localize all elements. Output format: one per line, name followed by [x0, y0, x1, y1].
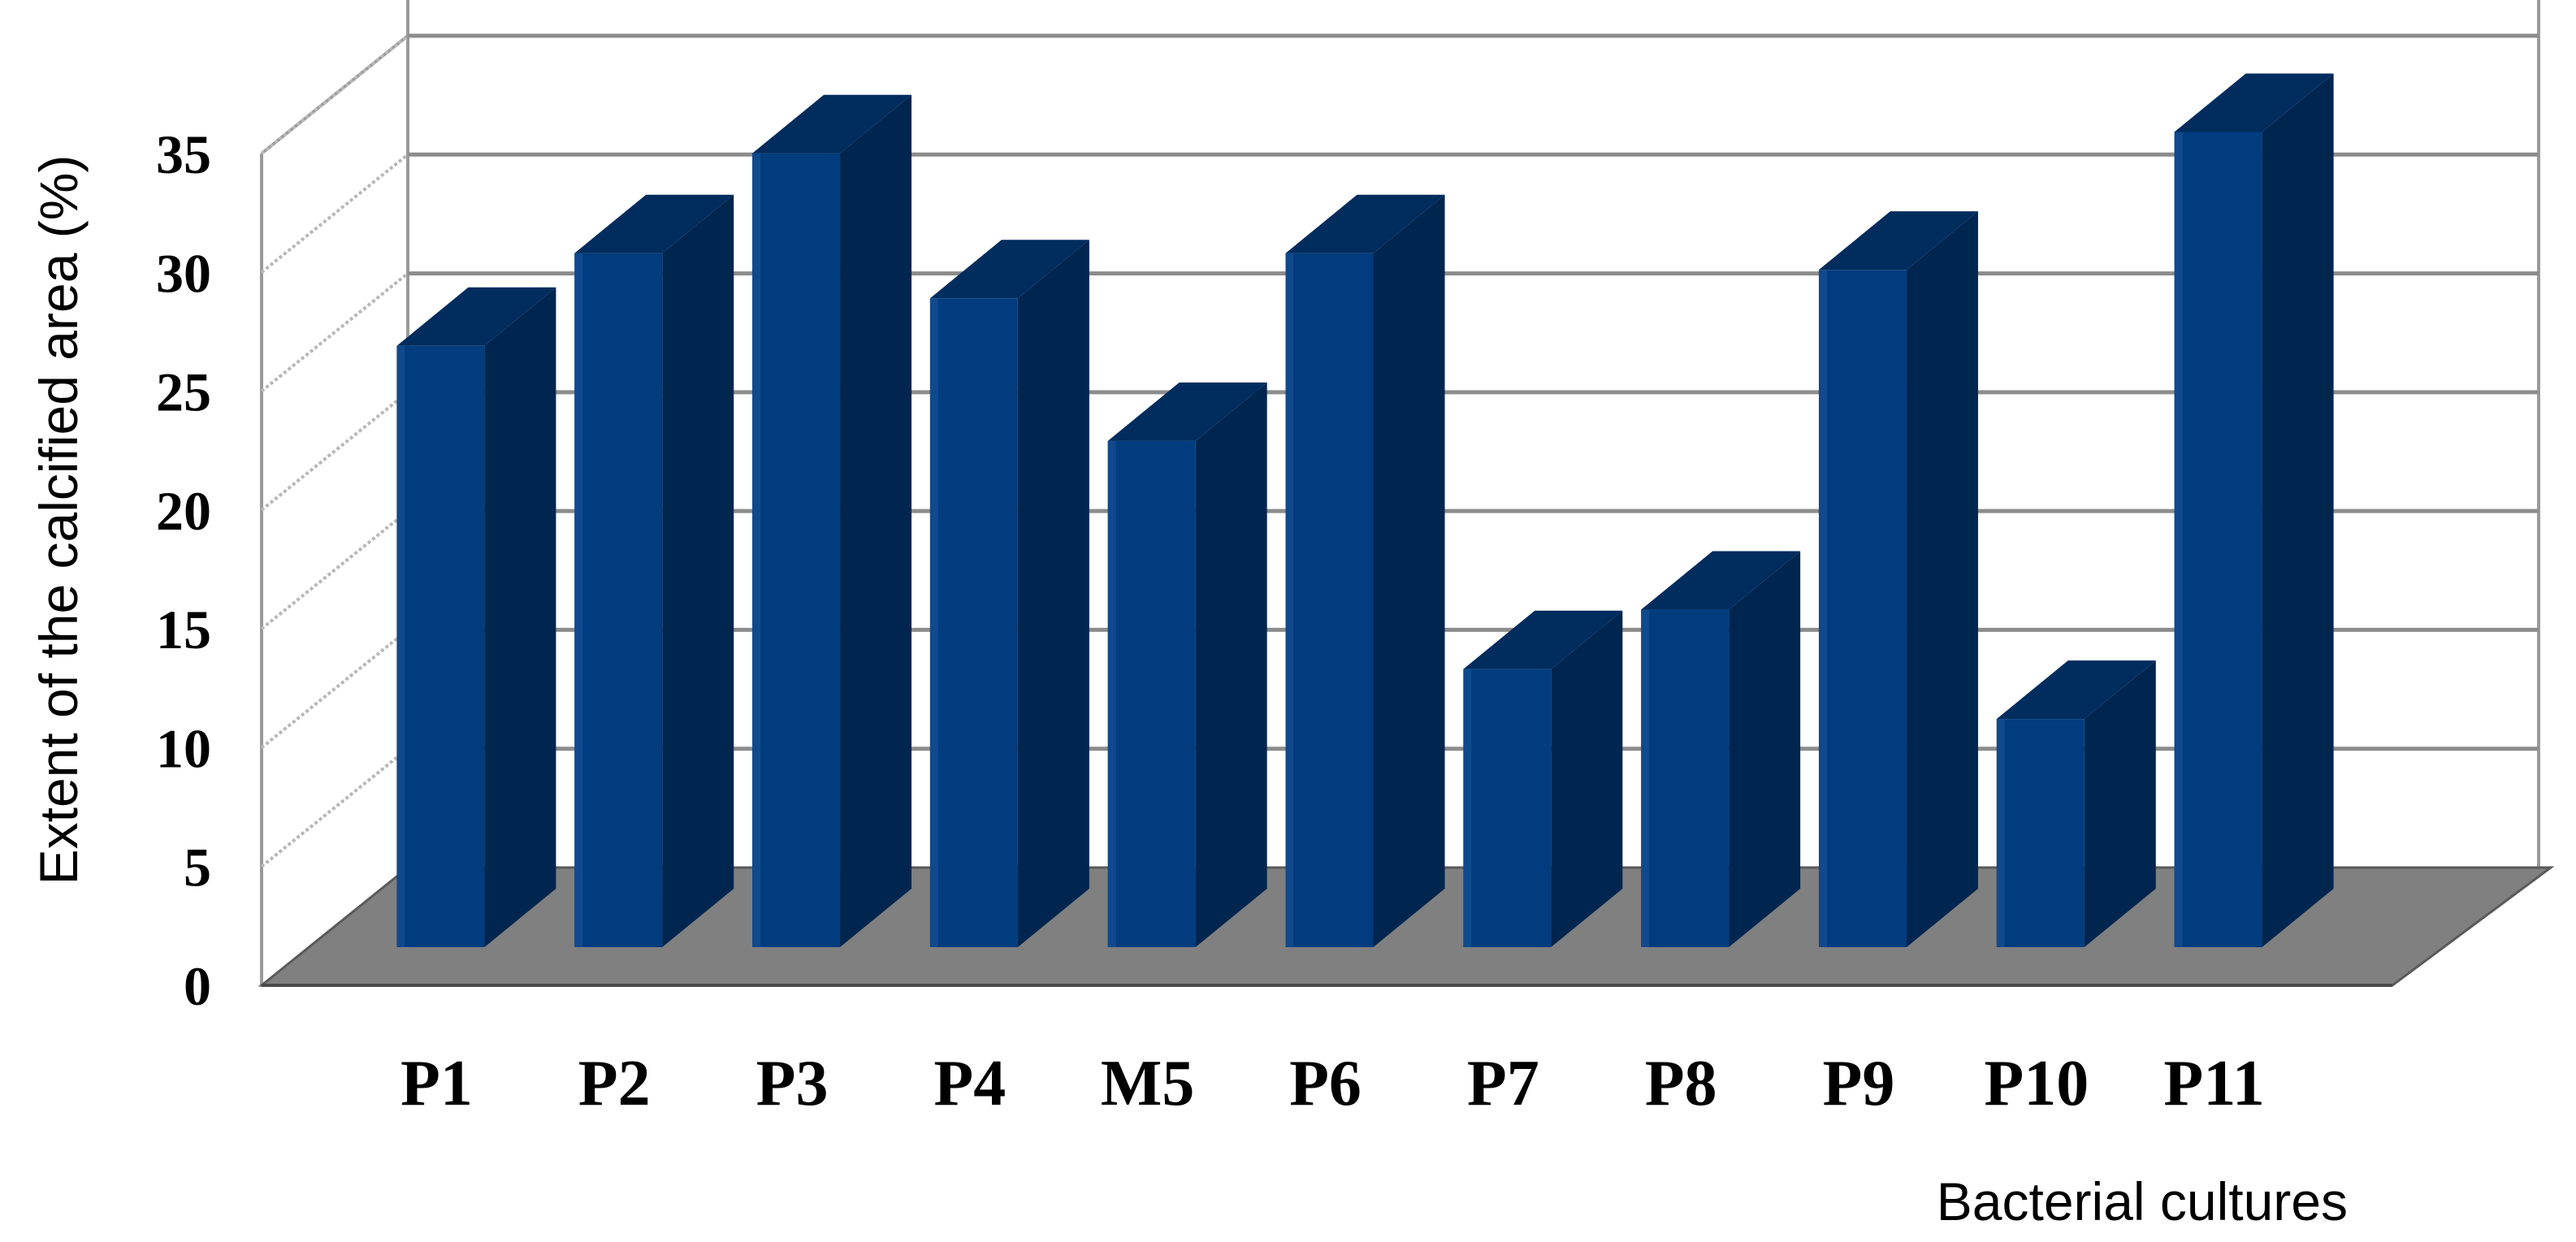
- x-axis-title: Bacterial cultures: [1937, 1171, 2348, 1231]
- bar-highlight: [1107, 440, 1116, 947]
- bar-P6: [1285, 194, 1445, 948]
- x-axis-ticks: P1 P2 P3 P4 M5 P6 P7 P8 P9 P10 P11: [400, 1048, 2265, 1119]
- bar-front: [1285, 253, 1374, 948]
- bar-P7: [1463, 610, 1623, 947]
- gridline-side: [260, 272, 409, 393]
- x-tick-label: P1: [400, 1048, 473, 1119]
- bars: [396, 73, 2334, 948]
- bar-highlight: [396, 345, 405, 947]
- bar-side: [1373, 194, 1445, 948]
- x-tick-label: P6: [1289, 1048, 1362, 1119]
- bar-side: [1906, 211, 1978, 948]
- bar-highlight: [1996, 719, 2005, 947]
- bar-side: [1551, 610, 1623, 947]
- bar-front: [574, 253, 663, 948]
- x-tick-label: P8: [1645, 1048, 1717, 1119]
- bar-P9: [1818, 211, 1978, 948]
- bar-highlight: [2174, 132, 2183, 948]
- y-tick-label: 10: [156, 717, 211, 779]
- bar-highlight: [1463, 669, 1472, 947]
- x-tick-label: P11: [2163, 1048, 2264, 1119]
- gridline-side: [260, 34, 409, 155]
- bar-front: [1641, 609, 1730, 947]
- y-tick-label: 0: [184, 955, 211, 1017]
- bar-side: [1017, 240, 1089, 947]
- x-tick-label: P2: [578, 1048, 651, 1119]
- bar-side: [2262, 73, 2334, 948]
- gridline-side: [260, 153, 409, 274]
- bar-front: [396, 345, 485, 947]
- bar-highlight: [929, 298, 938, 947]
- bar-P2: [574, 194, 734, 948]
- bar-front: [752, 153, 841, 948]
- bar-top: [1641, 551, 1801, 610]
- y-tick-label: 15: [156, 599, 211, 660]
- bar-side: [484, 287, 556, 947]
- bar-top: [929, 240, 1089, 299]
- bar-P8: [1641, 551, 1801, 947]
- bar-side: [1195, 382, 1267, 947]
- bar-P4: [929, 240, 1089, 947]
- bar-front: [1996, 719, 2085, 947]
- bar-top: [574, 194, 734, 253]
- y-tick-label: 30: [156, 242, 211, 304]
- bar-side: [2084, 660, 2156, 947]
- x-tick-label: M5: [1101, 1048, 1195, 1119]
- bar-front: [2174, 132, 2262, 948]
- gridline-side: [260, 747, 409, 868]
- bar-side: [1729, 551, 1801, 947]
- bar-P10: [1996, 660, 2156, 947]
- bar-front: [1463, 669, 1552, 947]
- bar-side: [662, 194, 734, 948]
- bar-front: [929, 298, 1018, 947]
- x-tick-label: P10: [1984, 1048, 2089, 1119]
- bar-M5: [1107, 382, 1267, 947]
- x-tick-label: P4: [933, 1048, 1006, 1119]
- bar-top: [1463, 610, 1623, 669]
- bar-front: [1107, 440, 1196, 947]
- y-tick-label: 5: [184, 837, 211, 898]
- bar-highlight: [1285, 253, 1294, 948]
- gridline-side: [260, 391, 409, 512]
- y-tick-label: 25: [156, 361, 211, 423]
- bar-top: [396, 287, 556, 346]
- bar-top: [1996, 660, 2156, 720]
- y-tick-label: 20: [156, 480, 211, 542]
- gridline-side: [260, 509, 409, 630]
- y-tick-label: 35: [156, 123, 211, 185]
- bar-P11: [2174, 73, 2334, 948]
- bar-top: [752, 94, 912, 154]
- bar-P3: [752, 94, 912, 948]
- x-tick-label: P9: [1823, 1048, 1895, 1119]
- bar-highlight: [1641, 609, 1650, 947]
- bar-top: [1818, 211, 1978, 270]
- y-axis-ticks: 0 5 10 15 20 25 30 35: [156, 123, 211, 1017]
- x-tick-label: P7: [1467, 1048, 1539, 1119]
- bar-highlight: [1818, 270, 1827, 948]
- gridline-side: [260, 628, 409, 749]
- bar-P1: [396, 287, 556, 947]
- bar-top: [1285, 194, 1445, 253]
- x-tick-label: P3: [756, 1048, 829, 1119]
- bar-highlight: [752, 153, 761, 948]
- bar-highlight: [574, 253, 583, 948]
- bar-top: [2174, 73, 2334, 132]
- bar-side: [840, 94, 912, 948]
- y-axis-title: Extent of the calcified area (%): [28, 155, 89, 885]
- bar-top: [1107, 382, 1267, 441]
- bar-front: [1818, 270, 1907, 948]
